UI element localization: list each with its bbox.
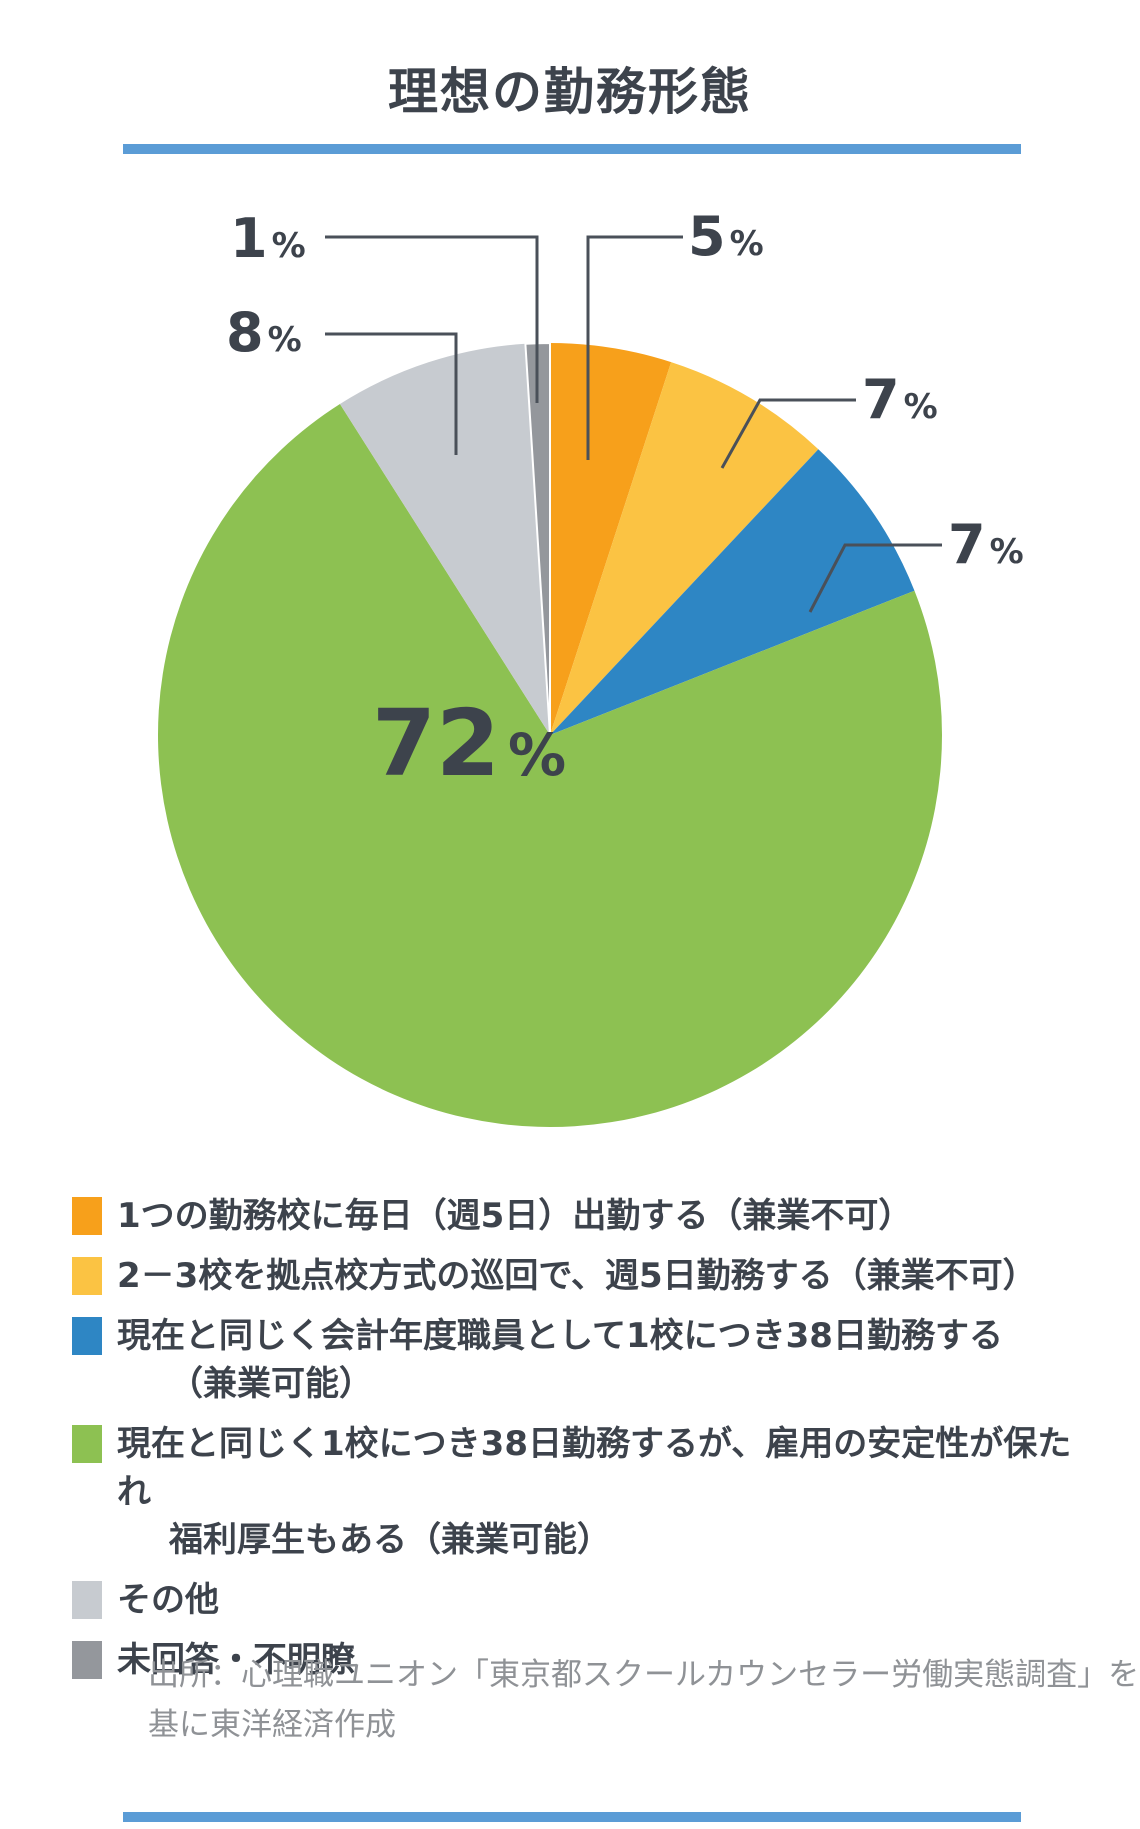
percent-sign: %: [271, 226, 306, 266]
legend-swatch: [72, 1641, 102, 1679]
legend-label-line: 1つの勤務校に毎日（週5日）出勤する（兼業不可）: [117, 1196, 913, 1236]
percent-label-2: 7%: [948, 518, 1024, 572]
percent-label-3: 72%: [372, 698, 566, 790]
percent-sign: %: [903, 387, 938, 427]
legend-swatch: [72, 1425, 102, 1463]
leader-line: [325, 332, 458, 455]
percent-sign: %: [989, 532, 1024, 572]
pie-slice-4: [339, 343, 550, 735]
legend-label-line: （兼業可能）: [169, 1364, 373, 1404]
source-note: 出所：心理職ユニオン「東京都スクールカウンセラー労働実態調査」を 基に東洋経済作…: [148, 1650, 1139, 1750]
percent-value: 72: [372, 690, 501, 797]
percent-value: 5: [688, 205, 726, 268]
legend-label-line: 福利厚生もある（兼業可能）: [169, 1520, 611, 1560]
title-underline: [123, 144, 1021, 154]
leader-line: [720, 398, 856, 469]
legend-label: 2－3校を拠点校方式の巡回で、週5日勤務する（兼業不可）: [117, 1252, 1037, 1300]
bottom-accent-bar: [123, 1812, 1021, 1822]
legend-row-1: 2－3校を拠点校方式の巡回で、週5日勤務する（兼業不可）: [72, 1252, 1092, 1300]
legend-label: 現在と同じく1校につき38日勤務するが、雇用の安定性が保たれ福利厚生もある（兼業…: [117, 1420, 1092, 1564]
percent-value: 7: [862, 368, 900, 431]
legend-row-5: 未回答・不明瞭: [72, 1636, 1092, 1684]
legend-swatch: [72, 1581, 102, 1619]
leader-line: [586, 235, 683, 460]
legend-label: 1つの勤務校に毎日（週5日）出勤する（兼業不可）: [117, 1192, 912, 1240]
legend-label: 未回答・不明瞭: [117, 1636, 355, 1684]
percent-label-1: 7%: [862, 373, 938, 427]
legend-label-line: 現在と同じく1校につき38日勤務するが、雇用の安定性が保たれ: [117, 1424, 1072, 1512]
percent-sign: %: [508, 721, 567, 789]
source-line-1: 出所：心理職ユニオン「東京都スクールカウンセラー労働実態調査」を: [148, 1657, 1140, 1693]
legend-swatch: [72, 1257, 102, 1295]
legend-label: 現在と同じく会計年度職員として1校につき38日勤務する （兼業可能）: [117, 1312, 1003, 1408]
legend-swatch: [72, 1317, 102, 1355]
pie-slice-3: [158, 404, 943, 1128]
legend: 1つの勤務校に毎日（週5日）出勤する（兼業不可） 2－3校を拠点校方式の巡回で、週…: [72, 1192, 1092, 1696]
pie-slice-1: [550, 362, 819, 735]
pie-slice-2: [550, 449, 915, 735]
percent-label-0: 5%: [688, 210, 764, 264]
percent-sign: %: [267, 320, 302, 360]
chart-title: 理想の勤務形態: [388, 63, 752, 121]
percent-label-5: 1%: [230, 212, 306, 266]
legend-label-line: 現在と同じく会計年度職員として1校につき38日勤務する: [117, 1316, 1003, 1356]
pie-slice-0: [550, 343, 672, 735]
percent-value: 7: [948, 513, 986, 576]
legend-label-line: その他: [117, 1580, 219, 1620]
percent-label-4: 8%: [226, 306, 302, 360]
legend-row-2: 現在と同じく会計年度職員として1校につき38日勤務する （兼業可能）: [72, 1312, 1092, 1408]
source-line-2: 基に東洋経済作成: [148, 1707, 396, 1743]
legend-row-0: 1つの勤務校に毎日（週5日）出勤する（兼業不可）: [72, 1192, 1092, 1240]
leader-line: [325, 235, 539, 403]
percent-sign: %: [729, 224, 764, 264]
percent-value: 8: [226, 301, 264, 364]
legend-row-3: 現在と同じく1校につき38日勤務するが、雇用の安定性が保たれ福利厚生もある（兼業…: [72, 1420, 1092, 1564]
legend-label: その他: [117, 1576, 219, 1624]
legend-label-line: 未回答・不明瞭: [117, 1640, 355, 1680]
legend-row-4: その他: [72, 1576, 1092, 1624]
leader-line: [808, 543, 942, 613]
legend-label-line: 2－3校を拠点校方式の巡回で、週5日勤務する（兼業不可）: [117, 1256, 1037, 1296]
percent-value: 1: [230, 207, 268, 270]
legend-swatch: [72, 1197, 102, 1235]
